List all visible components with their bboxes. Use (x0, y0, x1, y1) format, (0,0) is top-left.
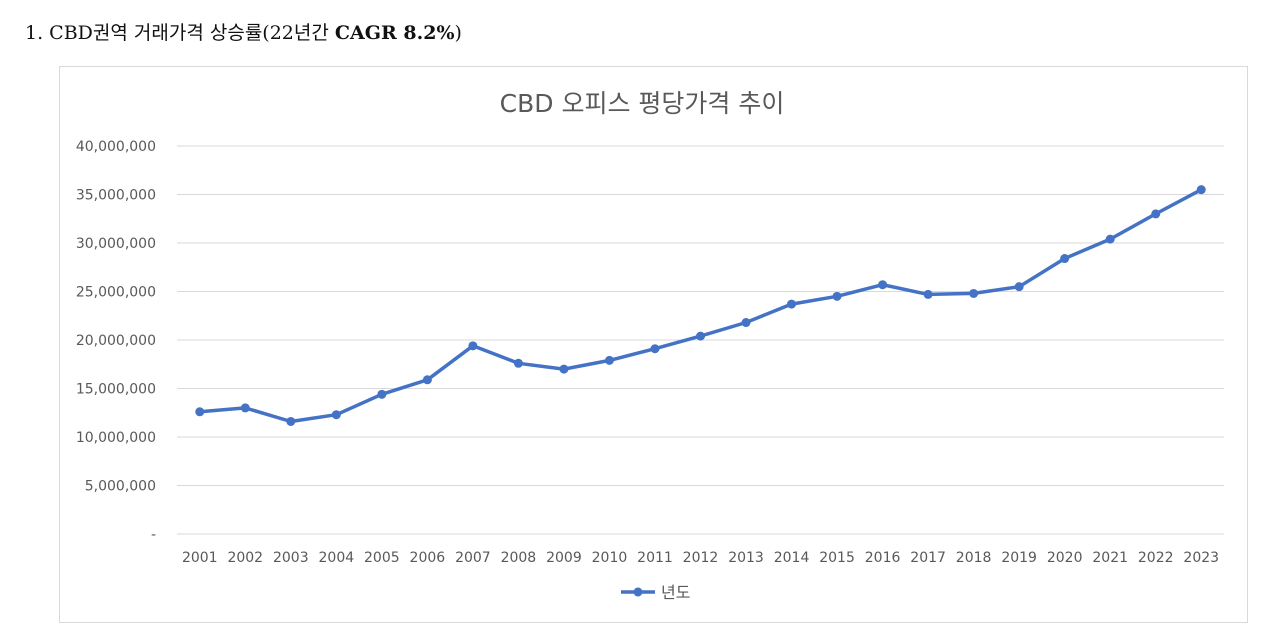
x-tick-label: 2007 (455, 550, 491, 566)
data-point (604, 355, 614, 365)
y-tick-label: 30,000,000 (76, 236, 156, 252)
x-tick-label: 2010 (592, 550, 628, 566)
x-tick-label: 2015 (819, 550, 855, 566)
line-chart: CBD 오피스 평당가격 추이 - 5,000,000 10,000,000 15,0… (76, 89, 1224, 602)
y-axis-ticks: - 5,000,000 10,000,000 15,000,000 20,000,000… (76, 139, 156, 543)
series-layer (195, 185, 1206, 426)
data-point (1151, 209, 1161, 219)
data-point (878, 280, 888, 290)
data-point (650, 344, 660, 354)
data-point (468, 341, 478, 351)
x-axis-ticks: 2001 2002 2003 2004 2005 2006 2007 2008 2009 2010… (182, 550, 1219, 566)
x-tick-label: 2008 (501, 550, 537, 566)
section-heading: 1. CBD권역 거래가격 상승률(22년간 CAGR 8.2%) (25, 18, 462, 45)
y-tick-label: 15,000,000 (76, 382, 156, 398)
x-tick-label: 2012 (683, 550, 719, 566)
x-tick-label: 2023 (1183, 550, 1219, 566)
data-point (377, 389, 387, 399)
y-tick-label: 5,000,000 (85, 479, 156, 495)
x-tick-label: 2002 (227, 550, 263, 566)
data-point (1060, 254, 1070, 264)
x-tick-label: 2014 (774, 550, 810, 566)
x-tick-label: 2001 (182, 550, 218, 566)
chart-frame: CBD 오피스 평당가격 추이 - 5,000,000 10,000,000 15,0… (59, 66, 1248, 623)
data-point (1014, 282, 1024, 292)
x-tick-label: 2022 (1138, 550, 1174, 566)
data-point (923, 289, 933, 299)
data-point (286, 416, 296, 426)
legend-marker-icon (633, 587, 643, 597)
data-point (559, 364, 569, 374)
x-tick-label: 2004 (319, 550, 355, 566)
legend-label: 년도 (661, 583, 690, 602)
data-point (969, 288, 979, 298)
legend[interactable]: 년도 (621, 583, 690, 602)
data-point (741, 318, 751, 328)
series-line (198, 187, 1203, 424)
data-point (787, 299, 797, 309)
x-tick-label: 2006 (410, 550, 446, 566)
x-tick-label: 2017 (910, 550, 946, 566)
y-tick-label: 20,000,000 (76, 333, 156, 349)
data-point (696, 331, 705, 341)
x-tick-label: 2016 (865, 550, 901, 566)
chart-title: CBD 오피스 평당가격 추이 (500, 89, 785, 118)
y-tick-label: 10,000,000 (76, 430, 156, 446)
data-point (513, 358, 523, 368)
heading-prefix: 1. CBD권역 거래가격 상승률(22년간 (25, 22, 335, 44)
x-tick-label: 2011 (637, 550, 673, 566)
data-point (331, 410, 341, 420)
heading-suffix: ) (454, 22, 462, 44)
x-tick-label: 2020 (1047, 550, 1083, 566)
data-point (240, 403, 250, 413)
data-point (1196, 185, 1206, 195)
x-tick-label: 2005 (364, 550, 400, 566)
y-tick-label: 40,000,000 (76, 139, 156, 155)
y-tick-label: 35,000,000 (76, 188, 156, 204)
data-point (1105, 234, 1115, 244)
y-tick-label: 25,000,000 (76, 285, 156, 301)
heading-cagr: CAGR 8.2% (334, 22, 455, 44)
data-point (422, 375, 432, 385)
x-tick-label: 2009 (546, 550, 582, 566)
x-tick-label: 2013 (728, 550, 764, 566)
y-tick-label: - (151, 527, 156, 543)
x-tick-label: 2021 (1092, 550, 1128, 566)
x-tick-label: 2018 (956, 550, 992, 566)
x-tick-label: 2003 (273, 550, 309, 566)
data-point (195, 407, 205, 417)
data-point (832, 291, 842, 301)
x-tick-label: 2019 (1001, 550, 1037, 566)
